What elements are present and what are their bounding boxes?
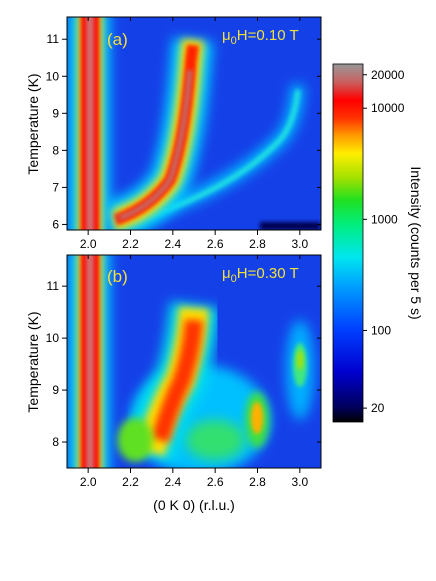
- x-axis-title: (0 K 0) (r.l.u.): [153, 497, 235, 513]
- colorbar-frame: [332, 63, 364, 423]
- panel-a-y-tick-label: 7: [52, 180, 59, 194]
- panel-b-mid-region: [185, 420, 245, 460]
- panel-a-low-count-region: [260, 222, 320, 230]
- panel-a-y-tick-label: 6: [52, 217, 59, 231]
- colorbar-tick-label: 100: [371, 323, 391, 337]
- panel-b-peak-28: [251, 402, 263, 434]
- panel-b-y-tick-label: 11: [47, 279, 60, 293]
- panel-b-y-tick-label: 8: [52, 435, 59, 449]
- panel-a-rod-core: [86, 17, 94, 230]
- panel-a-peak-core: [119, 69, 193, 221]
- panel-a-x-tick-label: 2.4: [164, 237, 181, 251]
- panel-b-low-left-blob: [117, 418, 153, 462]
- panel-b-x-tick-label: 3.0: [291, 475, 308, 489]
- panel-a-y-tick-label: 11: [47, 32, 60, 46]
- panel-b-field-label: μ0H=0.30 T: [222, 265, 299, 285]
- panel-b-x-tick-label: 2.2: [122, 475, 139, 489]
- panel-b-x-tick-label: 2.6: [207, 475, 224, 489]
- panel-b-x-tick-label: 2.8: [249, 475, 266, 489]
- panel-b-label: (b): [107, 267, 128, 286]
- panel-a-x-tick-label: 2.6: [207, 237, 224, 251]
- panel-b-y-tick-label: 9: [52, 383, 59, 397]
- panel-a-heatmap: [67, 17, 321, 230]
- panel-a-field-prefix: μ: [222, 27, 231, 44]
- panel-a-x-tick-label: 2.2: [122, 237, 139, 251]
- panel-a-y-tick-label: 10: [46, 69, 60, 83]
- panel-a-weak-branch: [134, 89, 301, 223]
- panel-b-peak-red: [151, 319, 203, 443]
- colorbar-gradient: [333, 64, 363, 422]
- panel-a-x-tick-label: 2.8: [249, 237, 266, 251]
- panel-b-x-tick-label: 2.4: [164, 475, 181, 489]
- panel-a-field-rest: H=0.10 T: [237, 27, 299, 44]
- panel-a-field-sub: 0: [231, 35, 237, 47]
- panel-b-peak-3-core: [297, 350, 303, 370]
- panel-b: 2.0 2.2 2.4 2.6 2.8 3.0 8 9 10 11 (b) μ0H=0.30 T: [46, 254, 322, 489]
- colorbar-label: Intensity (counts per 5 s): [408, 166, 424, 319]
- panel-a: 2.0 2.2 2.4 2.6 2.8 3.0 6 7 8 9 10 11 (a) μ0H=0.10 …: [46, 16, 322, 251]
- panel-b-rod-core: [86, 255, 94, 468]
- panel-a-frame: [66, 16, 322, 231]
- panel-a-label: (a): [107, 30, 128, 49]
- panel-a-y-tick-label: 9: [52, 106, 59, 120]
- panel-b-field-prefix: μ: [222, 265, 231, 282]
- colorbar-tick-label: 1000: [371, 212, 398, 226]
- panel-b-field-sub: 0: [231, 273, 237, 285]
- panel-a-y-axis-title: Temperature (K): [25, 73, 41, 174]
- colorbar-ticks: 20000 10000 1000 100 20: [363, 68, 405, 415]
- panel-b-field-rest: H=0.30 T: [237, 265, 299, 282]
- colorbar: 20000 10000 1000 100 20 Intensity (counts pe…: [332, 63, 424, 423]
- panel-b-axes: 2.0 2.2 2.4 2.6 2.8 3.0 8 9 10 11: [46, 255, 321, 489]
- panel-a-x-tick-label: 3.0: [291, 237, 308, 251]
- panel-b-frame: [66, 254, 322, 469]
- panel-a-y-tick-label: 8: [52, 143, 59, 157]
- panel-b-heatmap: [67, 255, 321, 468]
- panel-b-y-axis-title: Temperature (K): [25, 311, 41, 412]
- panel-b-y-tick-label: 10: [46, 331, 60, 345]
- colorbar-tick-label: 20: [371, 401, 385, 415]
- colorbar-tick-label: 20000: [371, 68, 405, 82]
- panel-a-x-tick-label: 2.0: [80, 237, 97, 251]
- panel-a-axes: 2.0 2.2 2.4 2.6 2.8 3.0 6 7 8 9 10 11: [46, 17, 321, 251]
- panel-a-field-label: μ0H=0.10 T: [222, 27, 299, 47]
- colorbar-tick-label: 10000: [371, 101, 405, 115]
- panel-b-x-tick-label: 2.0: [80, 475, 97, 489]
